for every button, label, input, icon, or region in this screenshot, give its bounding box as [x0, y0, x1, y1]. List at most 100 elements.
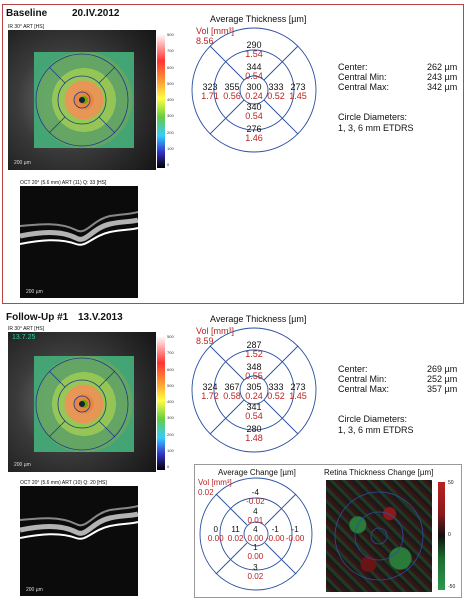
- scale-tick-label: 500: [167, 334, 174, 339]
- etdrs-cell-vol-inner-bottom: 0.54: [245, 111, 263, 121]
- followup-fundus-scalebar: 200 µm: [14, 462, 31, 468]
- etdrs-cell-value-inner-left: 355: [224, 82, 240, 92]
- change-scale-bottom: -50: [448, 584, 456, 590]
- etdrs-cell-vol-inner-left: 0.58: [223, 391, 241, 401]
- etdrs-cell-vol-outer-top: -0.02: [246, 496, 265, 506]
- etdrs-cell-value-outer-top: 290: [246, 40, 262, 50]
- baseline-vol-value: 8.56: [196, 36, 214, 46]
- etdrs-cell-vol-inner-bottom: 0.54: [245, 411, 263, 421]
- etdrs-cell-vol-outer-bottom: 1.48: [245, 433, 263, 443]
- scale-tick-label: 100: [167, 145, 174, 151]
- change-title: Average Change [µm]: [218, 468, 296, 477]
- followup-stats: Center: 269 µm Central Min: 252 µm Central…: [336, 364, 459, 394]
- followup-oct-scalebar: 200 µm: [26, 587, 43, 593]
- etdrs-cell-vol-outer-right: 1.45: [289, 391, 307, 401]
- scale-tick-label: 600: [167, 366, 174, 372]
- etdrs-cell-value-outer-left: 0: [213, 525, 219, 535]
- etdrs-cell-vol-inner-right: 0.52: [267, 91, 285, 101]
- etdrs-cell-vol-inner-bottom: 0.00: [247, 552, 264, 562]
- etdrs-cell-value-outer-bottom: 3: [253, 563, 258, 573]
- baseline-etdrs-grid: [191, 27, 317, 153]
- stat-value: 357 µm: [427, 384, 458, 394]
- etdrs-cell-vol-outer-left: 1.71: [201, 91, 219, 101]
- stat-label: Center:: [338, 62, 368, 72]
- etdrs-cell-value-outer-right: 273: [290, 382, 306, 392]
- baseline-fundus-scalebar: 200 µm: [14, 160, 31, 166]
- etdrs-cell-vol-center: 0.24: [245, 91, 263, 101]
- etdrs-cell-vol-outer-top: 1.52: [245, 349, 263, 359]
- etdrs-cell-vol-inner-top: 0.54: [245, 71, 263, 81]
- etdrs-cell-value-outer-left: 323: [202, 82, 218, 92]
- etdrs-cell-value-center: 4: [253, 525, 258, 535]
- scale-tick-label: 500: [167, 80, 174, 86]
- etdrs-cell-vol-outer-left: 0.00: [207, 534, 224, 544]
- followup-date: 13.V.2013: [78, 312, 123, 323]
- change-color-scale: [438, 482, 445, 590]
- etdrs-cell-vol-outer-left: 1.72: [201, 391, 219, 401]
- change-vol-value: 0.02: [198, 488, 214, 497]
- etdrs-cell-value-inner-bottom: 1: [253, 543, 258, 553]
- etdrs-cell-vol-center: 0.24: [245, 391, 263, 401]
- baseline-title: Baseline: [6, 8, 48, 19]
- baseline-thickness-title: Average Thickness [µm]: [210, 14, 307, 24]
- followup-ir-label: IR 30° ART [HS]: [8, 326, 44, 332]
- etdrs-cell-value-outer-bottom: 280: [246, 424, 262, 434]
- baseline-stats: Center: 262 µm Central Min: 243 µm Central…: [336, 62, 459, 92]
- scale-tick-label: 400: [167, 399, 174, 404]
- followup-vol-label: Vol [mm³]: [196, 326, 235, 336]
- etdrs-cell-value-center: 300: [246, 82, 262, 92]
- change-map-title: Retina Thickness Change [µm]: [324, 468, 434, 477]
- followup-circle-label: Circle Diameters:: [338, 414, 408, 424]
- etdrs-cell-value-inner-left: 11: [231, 525, 240, 535]
- etdrs-cell-value-inner-right: 333: [268, 82, 284, 92]
- etdrs-cell-value-inner-top: 344: [246, 62, 262, 72]
- etdrs-cell-value-inner-bottom: 340: [246, 102, 262, 112]
- change-vol-label: Vol [mm³]: [198, 478, 232, 487]
- baseline-ir-label: IR 30° ART [HS]: [8, 24, 44, 30]
- stat-label: Central Min:: [338, 72, 387, 82]
- change-scale-top: 50: [448, 480, 454, 486]
- followup-fundus-image[interactable]: 13.7.25 200 µm: [8, 332, 156, 472]
- scale-tick-label: 300: [167, 415, 174, 421]
- etdrs-cell-value-inner-bottom: 341: [246, 402, 262, 412]
- etdrs-cell-vol-inner-top: 0.01: [247, 516, 264, 526]
- etdrs-cell-vol-inner-top: 0.55: [245, 371, 263, 381]
- baseline-fundus-image[interactable]: 200 µm: [8, 30, 156, 170]
- followup-color-scale: [157, 336, 165, 470]
- stat-value: 342 µm: [427, 82, 458, 92]
- etdrs-cell-value-inner-right: -1: [271, 525, 279, 535]
- change-scale-mid: 0: [448, 532, 451, 538]
- scale-tick-label: 600: [167, 64, 174, 70]
- etdrs-cell-value-outer-top: -4: [251, 487, 259, 497]
- etdrs-cell-vol-inner-left: 0.02: [227, 534, 244, 544]
- baseline-vol-label: Vol [mm³]: [196, 26, 235, 36]
- etdrs-cell-value-outer-left: 324: [202, 382, 218, 392]
- scale-tick-label: 400: [167, 97, 174, 102]
- etdrs-cell-value-outer-right: -1: [291, 525, 299, 535]
- baseline-oct-scan[interactable]: 200 µm: [20, 186, 138, 298]
- etdrs-cell-value-inner-top: 4: [253, 507, 258, 517]
- scale-tick-label: 500: [167, 382, 174, 388]
- followup-oct-scan[interactable]: 200 µm: [20, 486, 138, 596]
- scale-tick-label: 200: [167, 129, 174, 135]
- stat-label: Central Min:: [338, 374, 387, 384]
- baseline-date: 20.IV.2012: [72, 8, 120, 19]
- stat-label: Center:: [338, 364, 368, 374]
- etdrs-cell-value-inner-left: 367: [224, 382, 240, 392]
- baseline-circle-label: Circle Diameters:: [338, 112, 408, 122]
- etdrs-cell-vol-outer-right: -0.00: [285, 534, 305, 544]
- followup-vol-value: 8.59: [196, 336, 214, 346]
- scale-tick-label: 300: [167, 113, 174, 119]
- change-frame: [194, 464, 462, 598]
- followup-circle-value: 1, 3, 6 mm ETDRS: [338, 425, 414, 435]
- stat-value: 252 µm: [427, 374, 458, 384]
- etdrs-cell-value-outer-bottom: 276: [246, 124, 262, 134]
- etdrs-cell-value-inner-top: 348: [246, 362, 262, 372]
- change-map-image[interactable]: [326, 480, 432, 592]
- change-etdrs-grid: [199, 477, 313, 591]
- scale-tick-label: 700: [167, 350, 174, 356]
- scale-tick-label: 500: [167, 32, 174, 37]
- scale-tick-label: 700: [167, 48, 174, 54]
- etdrs-cell-vol-center: 0.00: [247, 534, 264, 544]
- followup-oct-label: OCT 20° (5.6 mm) ART (10) Q: 20 [HS]: [20, 480, 107, 486]
